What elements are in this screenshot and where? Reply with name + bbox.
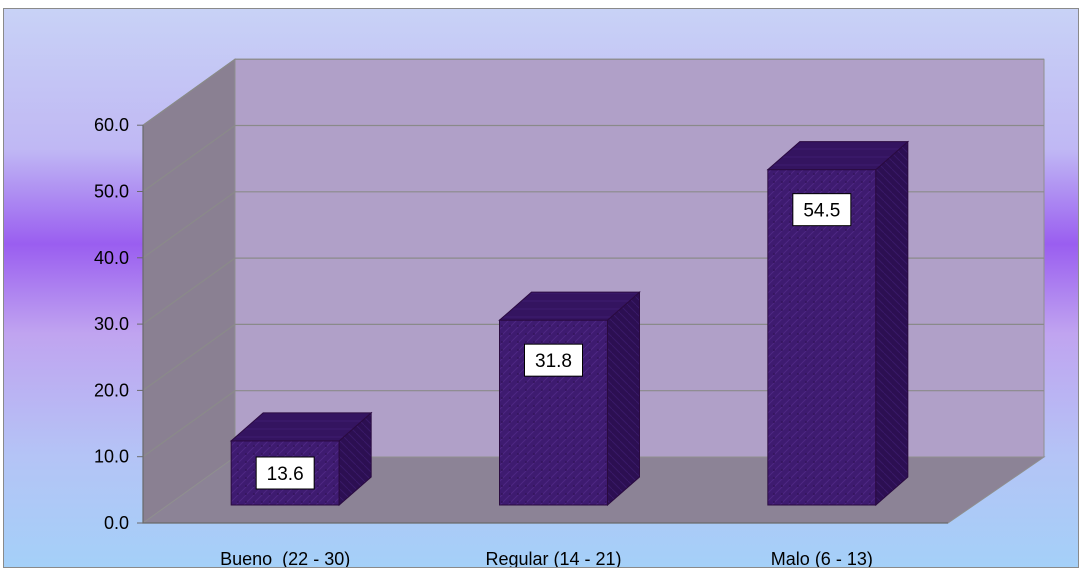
y-tick-label: 10.0 (94, 447, 129, 467)
data-label: 13.6 (267, 464, 304, 485)
bar-top (498, 291, 641, 321)
data-label-box (255, 456, 315, 490)
data-label-box (792, 193, 852, 227)
y-tick-label: 0.0 (104, 513, 129, 533)
y-tick-label: 60.0 (94, 115, 129, 135)
x-category-label: Bueno (22 - 30) (220, 549, 350, 568)
gridline (142, 58, 1044, 126)
bar-top (229, 412, 373, 442)
y-tick-label: 20.0 (94, 380, 129, 400)
chart-area: 0.0 10.0 20.0 30.0 40.0 50.0 60.0 13.6 31.8 54.5… (3, 8, 1079, 568)
bar-side (875, 140, 909, 507)
y-tick-label: 30.0 (94, 314, 129, 334)
x-category-label: Regular (14 - 21) (485, 549, 621, 568)
bar-1: 13.6 (229, 411, 373, 507)
bar-chart: 0.0 10.0 20.0 30.0 40.0 50.0 60.0 13.6 31.8 54.5… (4, 9, 1078, 568)
bar-top (766, 141, 910, 171)
y-tick-labels: 0.0 10.0 20.0 30.0 40.0 50.0 60.0 (94, 115, 143, 533)
data-label: 54.5 (803, 201, 840, 222)
data-label: 31.8 (535, 351, 572, 372)
bar-side (607, 291, 640, 507)
data-label-box (524, 343, 583, 377)
x-category-labels: Bueno (22 - 30) Regular (14 - 21) Malo (6 … (220, 549, 873, 568)
gridline (142, 124, 1044, 192)
bar-2: 31.8 (498, 291, 641, 507)
x-category-label: Malo (6 - 13) (771, 549, 873, 568)
bars: 13.6 31.8 54.5 (229, 140, 910, 507)
y-tick-label: 40.0 (94, 248, 129, 268)
bar-3: 54.5 (766, 140, 910, 507)
y-tick-label: 50.0 (94, 182, 129, 202)
